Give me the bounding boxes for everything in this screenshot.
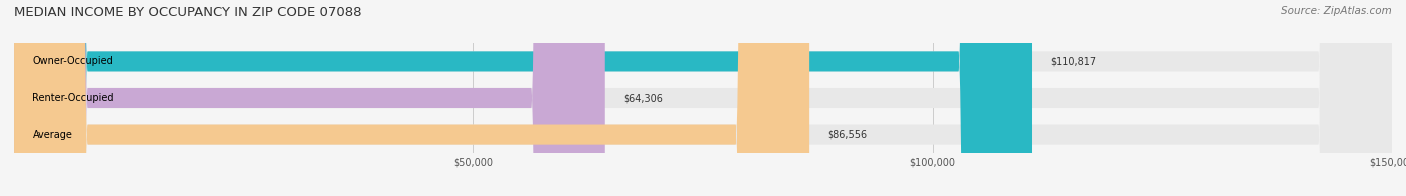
Text: Renter-Occupied: Renter-Occupied (32, 93, 114, 103)
FancyBboxPatch shape (14, 0, 1392, 196)
FancyBboxPatch shape (14, 0, 1032, 196)
FancyBboxPatch shape (14, 0, 1392, 196)
FancyBboxPatch shape (14, 0, 808, 196)
Text: MEDIAN INCOME BY OCCUPANCY IN ZIP CODE 07088: MEDIAN INCOME BY OCCUPANCY IN ZIP CODE 0… (14, 6, 361, 19)
Text: $110,817: $110,817 (1050, 56, 1097, 66)
Text: Source: ZipAtlas.com: Source: ZipAtlas.com (1281, 6, 1392, 16)
FancyBboxPatch shape (14, 0, 1392, 196)
Text: Owner-Occupied: Owner-Occupied (32, 56, 112, 66)
Text: $86,556: $86,556 (828, 130, 868, 140)
FancyBboxPatch shape (14, 0, 605, 196)
Text: $64,306: $64,306 (623, 93, 664, 103)
Text: Average: Average (32, 130, 72, 140)
